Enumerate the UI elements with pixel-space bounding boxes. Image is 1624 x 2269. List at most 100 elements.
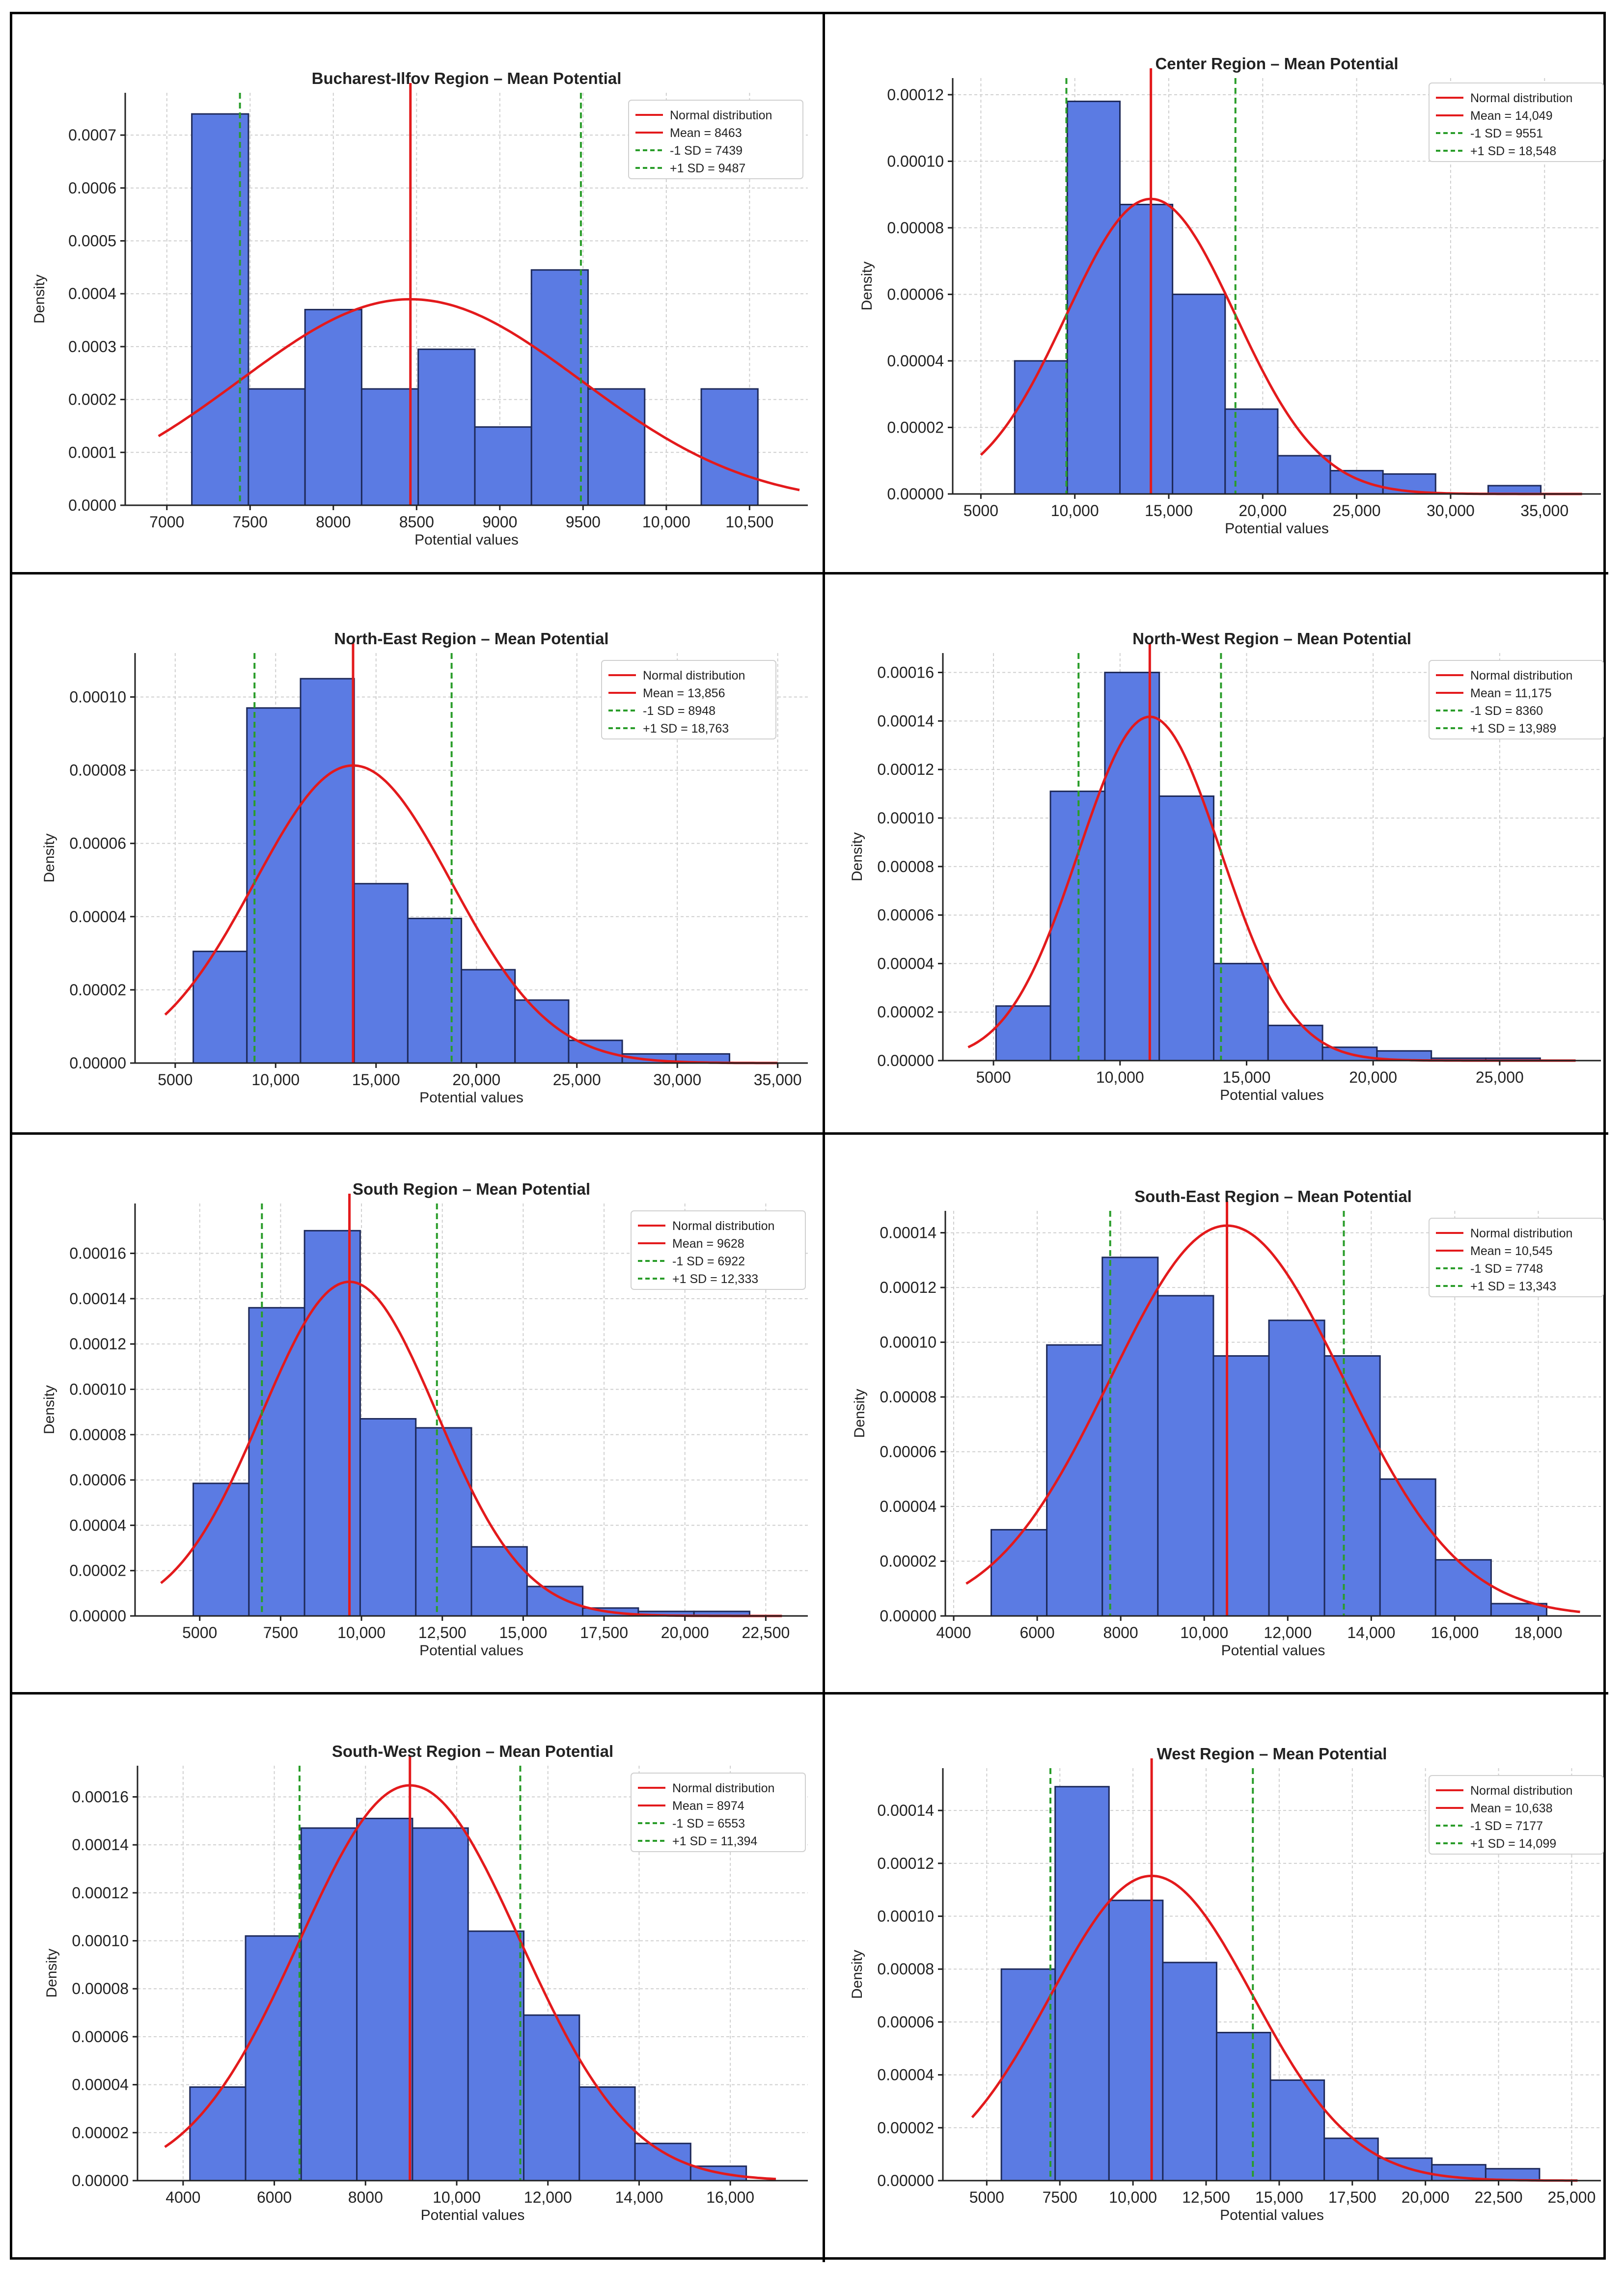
y-tick-label: 0.00002: [69, 981, 126, 999]
legend-plus-1-sd: +1 SD = 18,548: [1470, 144, 1556, 158]
x-tick-label: 10,000: [1096, 1068, 1144, 1086]
x-tick-label: 17,500: [1328, 2188, 1376, 2206]
x-tick-label: 6000: [257, 2188, 292, 2206]
legend-plus-1-sd: +1 SD = 9487: [670, 162, 745, 175]
histogram-bar: [514, 999, 570, 1064]
histogram-bar: [587, 388, 646, 506]
legend-minus-1-sd: -1 SD = 8360: [1470, 704, 1543, 718]
legend-minus-1-sd: -1 SD = 6553: [672, 1817, 745, 1831]
x-tick-label: 9500: [566, 513, 601, 531]
legend-box: [628, 100, 803, 179]
legend: Normal distribution Mean = 8974 -1 SD = 65…: [631, 1773, 806, 1852]
y-tick-label: 0.00008: [69, 1426, 126, 1444]
x-tick-label: 7500: [1043, 2188, 1077, 2206]
legend-plus-1-sd: +1 SD = 11,394: [672, 1834, 757, 1848]
histogram-bar: [360, 388, 419, 506]
y-tick-label: 0.00002: [877, 2119, 934, 2136]
y-tick-label: 0.00004: [72, 2076, 129, 2094]
y-tick-label: 0.00008: [877, 1960, 934, 1978]
legend: Normal distribution Mean = 13,856 -1 SD = …: [601, 660, 776, 739]
x-tick-label: 10,000: [642, 513, 690, 531]
histogram-bar: [1158, 795, 1214, 1062]
chart-panel-3: 5000 10,000 15,000 20,000 25,000 30,000 35,000…: [12, 574, 825, 1135]
histogram-bar: [991, 1529, 1048, 1617]
y-axis-label: Density: [44, 1948, 60, 1997]
legend-mean: Mean = 8974: [672, 1799, 744, 1813]
y-tick-label: 0.00010: [69, 688, 126, 706]
legend-box: [1429, 82, 1604, 162]
x-tick-label: 20,000: [1402, 2188, 1450, 2206]
y-tick-label: 0.0002: [68, 391, 116, 409]
histogram-north-east: 5000 10,000 15,000 20,000 25,000 30,000 35,000…: [41, 629, 808, 1106]
x-tick-label: 10,000: [1051, 502, 1099, 519]
chart-title: South-West Region – Mean Potential: [332, 1742, 613, 1760]
histogram-bar: [1049, 791, 1106, 1062]
histogram-bar: [1054, 1786, 1110, 2182]
y-tick-label: 0.00006: [877, 906, 934, 924]
legend-minus-1-sd: -1 SD = 8948: [643, 704, 716, 718]
x-tick-label: 12,500: [418, 1624, 467, 1641]
x-tick-label: 15,000: [352, 1071, 400, 1089]
y-tick-label: 0.00004: [880, 1498, 936, 1515]
chart-panel-4: 5000 10,000 15,000 20,000 25,000 0.00000 0.000…: [825, 574, 1608, 1135]
legend-normal-distribution: Normal distribution: [1470, 1227, 1572, 1240]
legend-plus-1-sd: +1 SD = 12,333: [672, 1272, 758, 1286]
legend-minus-1-sd: -1 SD = 6922: [672, 1255, 745, 1268]
x-tick-label: 16,000: [1431, 1624, 1479, 1641]
histogram-bar: [304, 309, 362, 506]
y-axis-label: Density: [41, 833, 57, 882]
x-tick-label: 15,000: [1145, 502, 1193, 519]
y-tick-label: 0.00010: [877, 809, 934, 827]
chart-panel-2: 5000 10,000 15,000 20,000 25,000 30,000 35,000…: [825, 14, 1608, 574]
histogram-bar: [193, 1482, 250, 1617]
legend-plus-1-sd: +1 SD = 18,763: [643, 722, 729, 736]
legend-minus-1-sd: -1 SD = 7177: [1470, 1819, 1543, 1833]
x-axis-label: Potential values: [1225, 520, 1329, 537]
y-tick-label: 0.00012: [880, 1279, 936, 1296]
y-axis-label: Density: [41, 1385, 57, 1434]
normal-curve: [965, 1224, 1580, 1613]
y-tick-label: 0.0006: [68, 179, 116, 197]
histogram-bar: [246, 707, 302, 1064]
histogram-bar: [1104, 672, 1160, 1062]
histogram-bar: [245, 1935, 302, 2182]
x-tick-label: 25,000: [1333, 502, 1381, 519]
histogram-bar: [248, 1307, 305, 1617]
x-axis-label: Potential values: [419, 1090, 523, 1106]
x-axis-label: Potential values: [1220, 1087, 1324, 1103]
legend-normal-distribution: Normal distribution: [1470, 669, 1572, 683]
chart-title: North-East Region – Mean Potential: [334, 629, 608, 648]
x-tick-label: 9000: [482, 513, 517, 531]
legend-normal-distribution: Normal distribution: [672, 1781, 774, 1795]
legend-minus-1-sd: -1 SD = 9551: [1470, 127, 1543, 140]
legend-normal-distribution: Normal distribution: [643, 669, 745, 683]
y-tick-label: 0.00010: [72, 1932, 129, 1950]
legend-minus-1-sd: -1 SD = 7748: [1470, 1262, 1543, 1276]
chart-title: West Region – Mean Potential: [1157, 1745, 1387, 1763]
y-tick-label: 0.00016: [69, 1245, 126, 1262]
y-tick-label: 0.00016: [72, 1788, 129, 1805]
x-tick-label: 7500: [263, 1624, 298, 1641]
histogram-bar: [1277, 455, 1331, 495]
histogram-bar: [248, 388, 306, 506]
x-axis-label: Potential values: [421, 2207, 525, 2223]
y-tick-label: 0.00014: [877, 712, 934, 730]
x-tick-label: 12,000: [524, 2188, 572, 2206]
x-tick-label: 14,000: [1347, 1624, 1395, 1641]
histogram-bar: [1014, 360, 1068, 495]
chart-panel-1: 7000 7500 8000 8500 9000 9500 10,000 10,500 0.00…: [12, 14, 825, 574]
legend-box: [631, 1773, 806, 1852]
legend: Normal distribution Mean = 10,638 -1 SD = …: [1429, 1775, 1604, 1855]
legend: Normal distribution Mean = 9628 -1 SD = 69…: [631, 1210, 806, 1290]
legend: Normal distribution Mean = 10,545 -1 SD = …: [1429, 1218, 1604, 1297]
histogram-bar: [700, 388, 759, 506]
y-tick-label: 0.00010: [877, 1908, 934, 1925]
histogram-bar: [1212, 962, 1269, 1062]
histogram-bar: [300, 678, 355, 1064]
chart-panel-6: 4000 6000 8000 10,000 12,000 14,000 16,000 18,0…: [825, 1135, 1608, 1695]
x-tick-label: 20,000: [1239, 502, 1287, 519]
histogram-bar: [417, 348, 476, 506]
x-tick-label: 17,500: [580, 1624, 628, 1641]
chart-title: North-West Region – Mean Potential: [1132, 629, 1411, 648]
histogram-bar: [530, 269, 589, 506]
